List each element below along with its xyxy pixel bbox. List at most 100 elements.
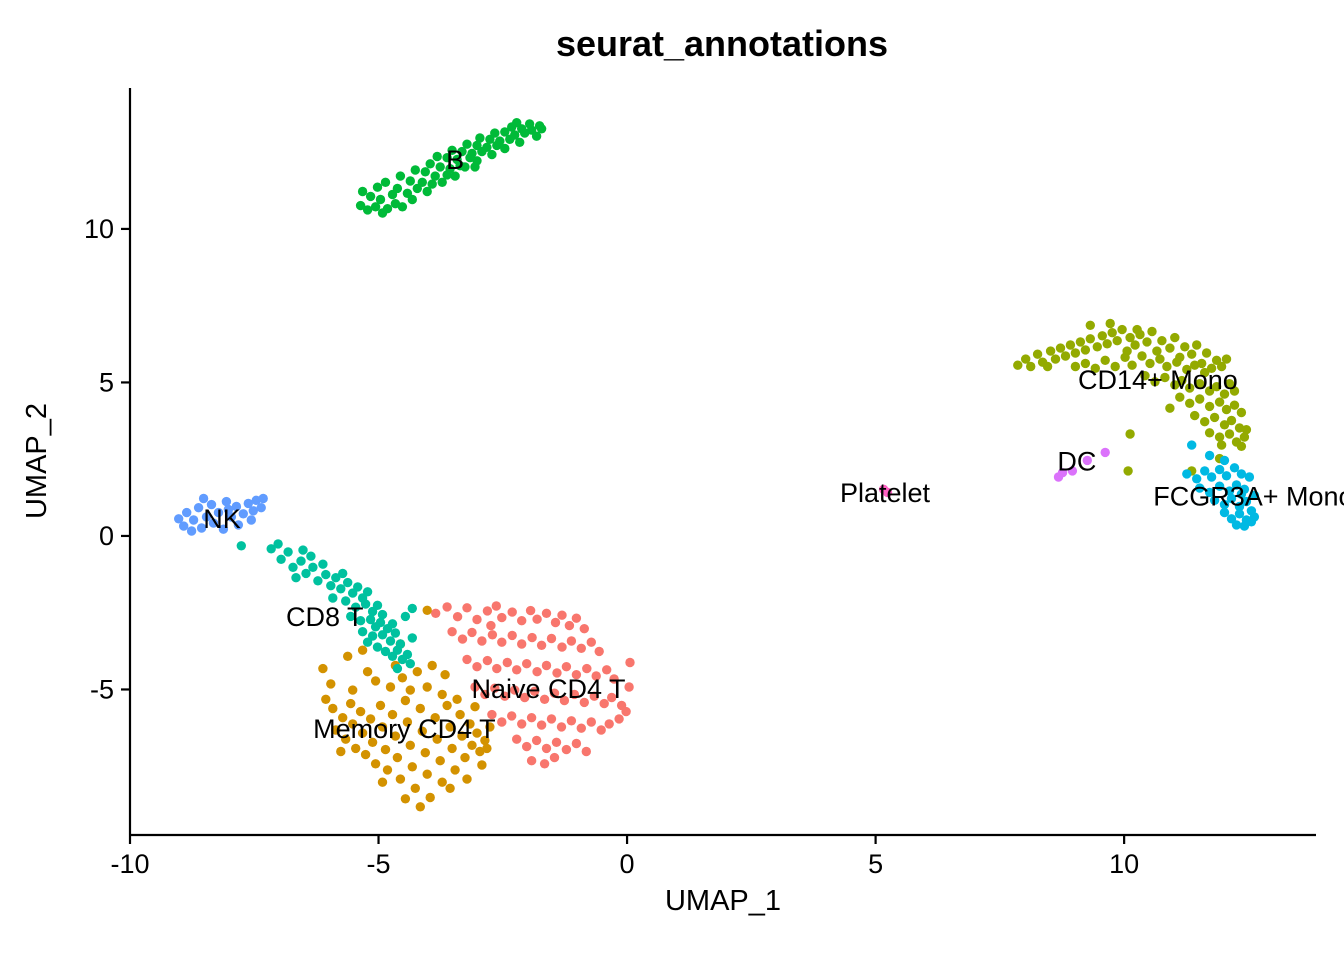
data-point bbox=[491, 601, 501, 611]
data-point bbox=[482, 743, 492, 754]
data-point bbox=[372, 600, 383, 610]
data-point bbox=[442, 602, 452, 612]
data-point bbox=[353, 582, 363, 592]
data-point bbox=[431, 608, 441, 618]
cluster-memory-cd4-t bbox=[318, 605, 495, 812]
data-point bbox=[318, 559, 328, 569]
data-point bbox=[1187, 349, 1197, 359]
data-point bbox=[462, 139, 472, 149]
data-point bbox=[566, 716, 577, 726]
data-point bbox=[594, 646, 604, 657]
data-point bbox=[472, 662, 482, 672]
data-point bbox=[1177, 375, 1187, 386]
data-point bbox=[346, 611, 356, 622]
data-point bbox=[357, 728, 368, 738]
data-point bbox=[1190, 410, 1200, 421]
data-point bbox=[500, 691, 510, 701]
data-point bbox=[336, 584, 346, 594]
data-point bbox=[520, 692, 530, 703]
data-point bbox=[512, 118, 522, 128]
data-point bbox=[392, 663, 403, 674]
data-point bbox=[407, 633, 417, 643]
data-point bbox=[367, 737, 378, 747]
data-point bbox=[405, 740, 415, 750]
data-point bbox=[1219, 507, 1230, 518]
data-point bbox=[507, 630, 517, 641]
data-point bbox=[457, 731, 467, 741]
data-point bbox=[1224, 429, 1235, 439]
data-point bbox=[283, 547, 293, 557]
data-point bbox=[607, 692, 617, 703]
cluster-label-memory-cd4-t: Memory CD4 T bbox=[313, 714, 496, 744]
data-point bbox=[465, 719, 475, 729]
data-point bbox=[490, 128, 500, 138]
x-ticks: -10 -5 0 5 10 bbox=[110, 835, 1139, 879]
data-point bbox=[1231, 480, 1242, 490]
data-point bbox=[258, 493, 268, 504]
data-point bbox=[341, 596, 351, 606]
data-point bbox=[539, 694, 550, 704]
data-point bbox=[1082, 455, 1093, 466]
data-point bbox=[375, 194, 386, 205]
data-point bbox=[1067, 466, 1078, 476]
data-point bbox=[569, 689, 580, 700]
data-point bbox=[1200, 417, 1210, 427]
data-point bbox=[357, 645, 368, 655]
data-point bbox=[1236, 441, 1247, 451]
data-point bbox=[328, 593, 338, 603]
data-point bbox=[541, 743, 552, 754]
data-point bbox=[475, 746, 485, 757]
data-point bbox=[362, 637, 373, 647]
cluster-label-nk: NK bbox=[203, 504, 241, 534]
data-point bbox=[591, 671, 601, 681]
data-point bbox=[410, 783, 420, 793]
data-point bbox=[387, 709, 398, 720]
data-point bbox=[430, 171, 440, 181]
data-point bbox=[462, 603, 472, 613]
data-point bbox=[377, 208, 388, 218]
data-point bbox=[1042, 361, 1053, 372]
data-point bbox=[213, 507, 224, 518]
data-point bbox=[487, 149, 497, 160]
data-point bbox=[341, 734, 351, 744]
data-point bbox=[223, 504, 234, 515]
data-point bbox=[512, 665, 522, 675]
data-point bbox=[596, 725, 606, 735]
data-point bbox=[531, 131, 542, 141]
data-point bbox=[477, 636, 487, 646]
cluster-naive-cd4-t bbox=[431, 601, 635, 769]
data-point bbox=[336, 746, 346, 757]
data-point bbox=[377, 630, 388, 640]
data-point bbox=[500, 143, 510, 154]
data-point bbox=[1195, 394, 1205, 404]
data-point bbox=[1032, 349, 1043, 359]
data-point bbox=[1236, 469, 1247, 479]
data-point bbox=[1224, 379, 1235, 389]
data-point bbox=[467, 148, 477, 159]
data-point bbox=[1157, 336, 1167, 346]
data-point bbox=[380, 744, 391, 755]
data-point bbox=[360, 599, 371, 609]
data-point bbox=[1221, 404, 1232, 415]
data-point bbox=[201, 512, 212, 522]
data-point bbox=[1070, 361, 1081, 372]
x-tick-label: -10 bbox=[110, 849, 149, 879]
data-point bbox=[1060, 351, 1071, 361]
data-point bbox=[420, 748, 430, 758]
data-point bbox=[517, 616, 527, 626]
data-point bbox=[1080, 345, 1091, 355]
data-point bbox=[529, 686, 540, 696]
data-point bbox=[1155, 354, 1165, 364]
data-point bbox=[534, 121, 545, 131]
data-point bbox=[1226, 415, 1237, 426]
data-point bbox=[445, 164, 455, 174]
data-point bbox=[362, 667, 373, 677]
data-point bbox=[1100, 355, 1110, 365]
data-point bbox=[370, 759, 381, 769]
data-point bbox=[360, 749, 371, 760]
data-point bbox=[536, 640, 547, 650]
data-point bbox=[375, 617, 386, 628]
data-point bbox=[445, 783, 455, 793]
data-point bbox=[1053, 472, 1064, 482]
